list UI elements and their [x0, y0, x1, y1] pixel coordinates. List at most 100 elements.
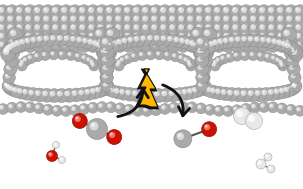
Circle shape	[1, 45, 16, 59]
Circle shape	[179, 38, 185, 43]
Circle shape	[222, 90, 224, 92]
Circle shape	[197, 82, 208, 93]
Circle shape	[8, 42, 11, 45]
Circle shape	[235, 91, 237, 93]
Circle shape	[207, 107, 209, 109]
Circle shape	[89, 42, 92, 45]
Circle shape	[35, 25, 38, 28]
Circle shape	[181, 89, 187, 94]
Circle shape	[175, 90, 181, 95]
Circle shape	[37, 36, 42, 41]
Circle shape	[93, 85, 106, 98]
Circle shape	[260, 16, 263, 19]
Circle shape	[269, 25, 271, 28]
Circle shape	[133, 7, 139, 13]
Circle shape	[16, 7, 22, 13]
Circle shape	[16, 33, 22, 38]
Circle shape	[255, 37, 257, 40]
Circle shape	[158, 31, 172, 44]
Circle shape	[50, 92, 53, 94]
Circle shape	[179, 16, 181, 19]
Circle shape	[140, 91, 142, 94]
Circle shape	[249, 116, 252, 119]
Circle shape	[195, 39, 198, 42]
Circle shape	[198, 74, 201, 76]
Circle shape	[40, 88, 54, 102]
Circle shape	[185, 13, 199, 28]
Circle shape	[296, 42, 299, 45]
Circle shape	[15, 41, 18, 43]
Circle shape	[114, 40, 126, 53]
Circle shape	[73, 52, 83, 62]
Circle shape	[214, 33, 220, 38]
Circle shape	[117, 87, 131, 100]
Circle shape	[42, 104, 54, 115]
Circle shape	[103, 74, 106, 76]
Circle shape	[113, 31, 127, 44]
Circle shape	[258, 160, 262, 165]
Circle shape	[292, 84, 294, 86]
Circle shape	[107, 85, 120, 98]
Circle shape	[205, 7, 211, 13]
Circle shape	[103, 48, 105, 51]
Circle shape	[7, 85, 9, 88]
Circle shape	[196, 43, 202, 49]
Circle shape	[230, 13, 244, 28]
Circle shape	[110, 133, 113, 136]
Circle shape	[266, 5, 280, 19]
Circle shape	[116, 42, 119, 45]
Circle shape	[212, 22, 226, 36]
Circle shape	[12, 87, 18, 92]
Circle shape	[198, 105, 200, 107]
Circle shape	[98, 8, 101, 11]
Circle shape	[35, 8, 38, 11]
Circle shape	[148, 52, 150, 54]
Circle shape	[101, 45, 107, 51]
Circle shape	[214, 15, 220, 22]
Circle shape	[171, 35, 185, 48]
Circle shape	[35, 54, 37, 56]
Circle shape	[125, 8, 128, 11]
Circle shape	[105, 44, 108, 47]
Circle shape	[228, 91, 231, 93]
Circle shape	[11, 31, 14, 33]
Circle shape	[154, 91, 160, 97]
Circle shape	[90, 105, 92, 107]
Circle shape	[102, 47, 108, 53]
Circle shape	[160, 24, 166, 30]
Circle shape	[52, 15, 58, 22]
Circle shape	[79, 41, 85, 47]
Circle shape	[24, 40, 36, 53]
Circle shape	[106, 38, 112, 45]
Circle shape	[96, 101, 108, 112]
Circle shape	[280, 88, 282, 91]
Circle shape	[222, 105, 234, 116]
Circle shape	[93, 27, 108, 43]
Circle shape	[86, 31, 100, 44]
Circle shape	[187, 7, 193, 13]
Circle shape	[160, 15, 166, 22]
Circle shape	[76, 54, 78, 56]
Circle shape	[112, 41, 115, 43]
Circle shape	[77, 5, 91, 19]
Circle shape	[25, 7, 31, 13]
Circle shape	[44, 106, 49, 111]
Circle shape	[120, 57, 124, 61]
Circle shape	[198, 82, 203, 87]
Circle shape	[188, 8, 191, 11]
Circle shape	[62, 16, 65, 19]
Circle shape	[216, 58, 218, 60]
Circle shape	[161, 36, 164, 39]
Circle shape	[263, 52, 273, 62]
Circle shape	[97, 7, 103, 13]
Circle shape	[103, 48, 106, 51]
Circle shape	[233, 34, 236, 36]
Circle shape	[179, 56, 181, 58]
Circle shape	[198, 50, 201, 53]
Circle shape	[20, 40, 22, 42]
Circle shape	[231, 105, 242, 116]
Circle shape	[134, 34, 137, 36]
Circle shape	[205, 15, 211, 22]
Circle shape	[281, 42, 284, 44]
Circle shape	[79, 15, 85, 22]
